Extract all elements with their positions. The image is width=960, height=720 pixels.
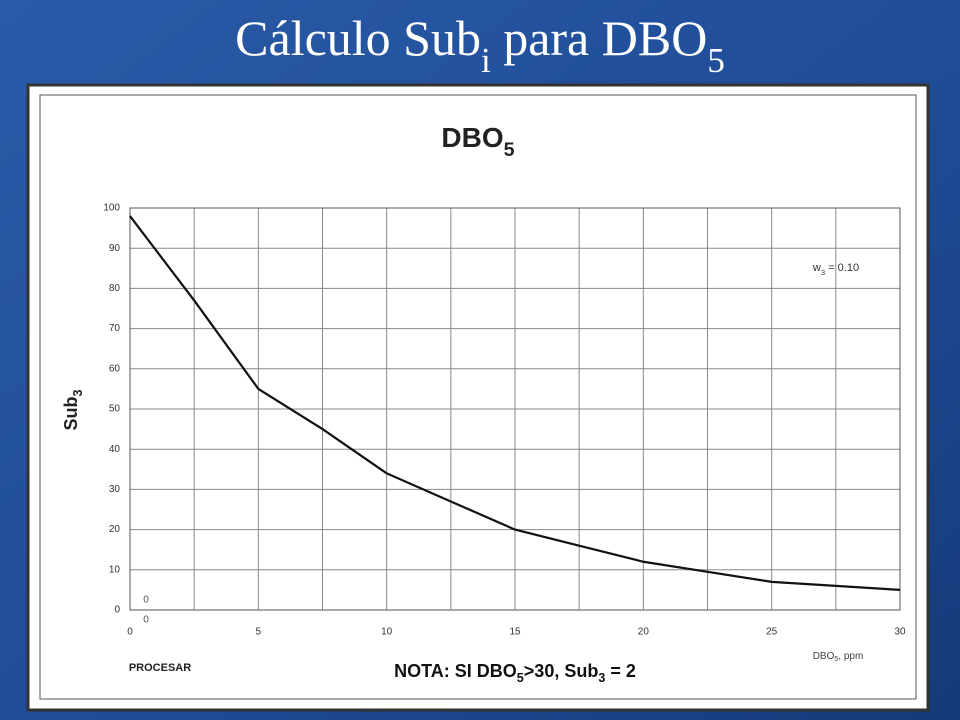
- text-segment: 5: [707, 41, 725, 80]
- annotation: w3 = 0.10: [812, 262, 859, 277]
- y-tick-label: 30: [109, 484, 121, 495]
- text-segment: DBO: [813, 651, 835, 662]
- text-segment: w: [812, 262, 821, 274]
- plot-border: [129, 207, 901, 611]
- x-tick-label: 20: [638, 627, 650, 638]
- x-tick-label: 10: [381, 627, 393, 638]
- y-axis-label: Sub3: [61, 389, 86, 430]
- y-tick-label: 50: [109, 404, 121, 415]
- y-tick-label: 10: [109, 564, 121, 575]
- origin-input: 0: [143, 615, 149, 626]
- y-tick-label: 70: [109, 323, 121, 334]
- text-segment: Cálculo Sub: [235, 10, 481, 66]
- text-segment: 3: [598, 671, 605, 685]
- text-segment: para DBO: [491, 10, 708, 66]
- text-segment: DBO: [441, 122, 503, 153]
- y-tick-label: 40: [109, 444, 121, 455]
- note: NOTA: SI DBO5>30, Sub3 = 2: [394, 661, 636, 686]
- text-segment: 3: [71, 389, 85, 396]
- button-label[interactable]: PROCESAR: [129, 662, 191, 674]
- x-tick-label: 0: [127, 627, 133, 638]
- text-segment: , ppm: [838, 651, 863, 662]
- text-segment: i: [481, 41, 491, 80]
- origin-input: 0: [143, 595, 149, 606]
- text-segment: 5: [517, 671, 524, 685]
- y-tick-label: 80: [109, 283, 121, 294]
- y-tick-label: 60: [109, 363, 121, 374]
- y-tick-label: 90: [109, 243, 121, 254]
- data-line: [129, 215, 901, 591]
- text-segment: 3: [821, 268, 825, 277]
- x-tick-label: 15: [509, 627, 521, 638]
- y-tick-label: 100: [103, 203, 120, 214]
- text-segment: NOTA: SI DBO: [394, 661, 517, 681]
- text-segment: 5: [504, 139, 515, 161]
- x-axis-label: DBO5, ppm: [813, 651, 864, 664]
- text-segment: Sub: [61, 397, 81, 431]
- chart-inner-frame: [39, 94, 917, 700]
- x-tick-label: 25: [766, 627, 778, 638]
- slide-title: Cálculo Subi para DBO5: [235, 10, 725, 79]
- chart-frame: [26, 83, 930, 712]
- text-segment: = 0.10: [825, 262, 859, 274]
- text-segment: = 2: [605, 661, 636, 681]
- x-tick-label: 30: [894, 627, 906, 638]
- text-segment: 5: [834, 656, 838, 663]
- y-tick-label: 0: [114, 605, 120, 616]
- text-segment: >30, Sub: [524, 661, 599, 681]
- x-tick-label: 5: [256, 627, 262, 638]
- chart-title: DBO5: [441, 122, 514, 161]
- y-tick-label: 20: [109, 524, 121, 535]
